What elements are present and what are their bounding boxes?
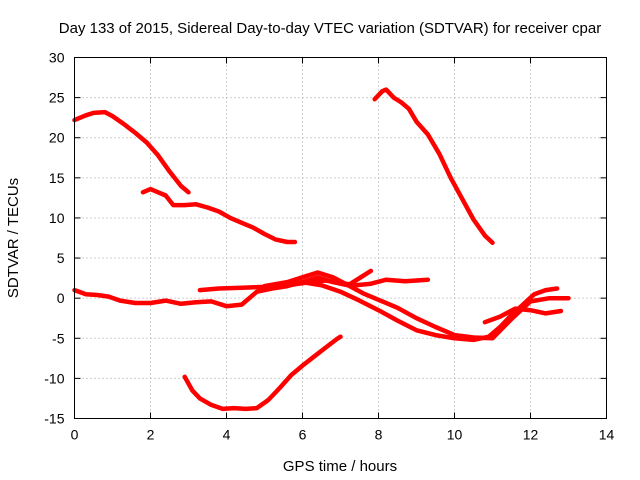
- series-arc-5: [197, 277, 431, 293]
- plot-frame: [74, 57, 607, 419]
- axis-ticks: 0 2 4 6 8 10 12 14 -15 -10 -5 0 5 10 15 20 25 30: [44, 50, 614, 443]
- y-tick-label: 25: [49, 90, 65, 106]
- y-tick-label: 0: [57, 290, 65, 306]
- y-tick-label: 5: [57, 250, 65, 266]
- grid: [74, 57, 607, 419]
- y-tick-label: 30: [49, 50, 65, 66]
- x-tick-label: 10: [447, 427, 463, 443]
- x-tick-label: 14: [599, 427, 615, 443]
- x-tick-label: 6: [299, 427, 307, 443]
- x-tick-label: 2: [147, 427, 155, 443]
- y-axis-label: SDTVAR / TECUs: [5, 178, 22, 298]
- series-arc-2: [140, 186, 298, 245]
- series-arc-1: [72, 109, 191, 195]
- y-tick-label: 10: [49, 210, 65, 226]
- y-tick-label: -15: [44, 411, 64, 427]
- y-tick-label: 15: [49, 170, 65, 186]
- series-arc-3: [372, 87, 495, 246]
- series-group: [72, 87, 571, 412]
- y-tick-label: -10: [44, 370, 64, 386]
- x-tick-label: 0: [71, 427, 79, 443]
- chart-title: Day 133 of 2015, Sidereal Day-to-day VTE…: [59, 20, 601, 37]
- y-tick-label: 20: [49, 130, 65, 146]
- series-arc-7: [300, 279, 560, 343]
- x-axis-label: GPS time / hours: [283, 458, 397, 475]
- series-arc-8: [482, 306, 564, 325]
- x-tick-label: 8: [375, 427, 383, 443]
- x-tick-label: 12: [523, 427, 539, 443]
- series-arc-6: [262, 270, 571, 341]
- x-tick-label: 4: [223, 427, 231, 443]
- series-arc-9: [182, 334, 343, 412]
- y-tick-label: -5: [52, 330, 65, 346]
